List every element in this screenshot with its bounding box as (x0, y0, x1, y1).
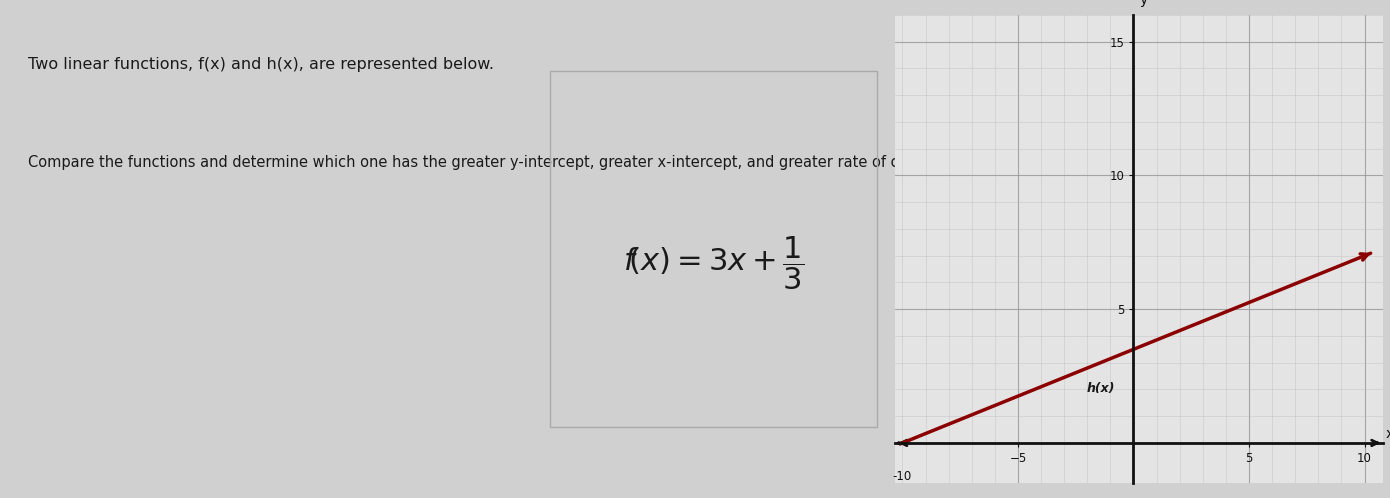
Text: x: x (1386, 427, 1390, 441)
Text: $f\!\left(x\right) = 3x + \dfrac{1}{3}$: $f\!\left(x\right) = 3x + \dfrac{1}{3}$ (623, 234, 803, 292)
Text: y: y (1140, 0, 1148, 7)
Text: h(x): h(x) (1087, 381, 1115, 394)
Text: -10: -10 (892, 470, 912, 483)
Text: Two linear functions, f(x) and h(x), are represented below.: Two linear functions, f(x) and h(x), are… (28, 57, 493, 72)
Text: Compare the functions and determine which one has the greater y-intercept, great: Compare the functions and determine whic… (28, 155, 949, 170)
